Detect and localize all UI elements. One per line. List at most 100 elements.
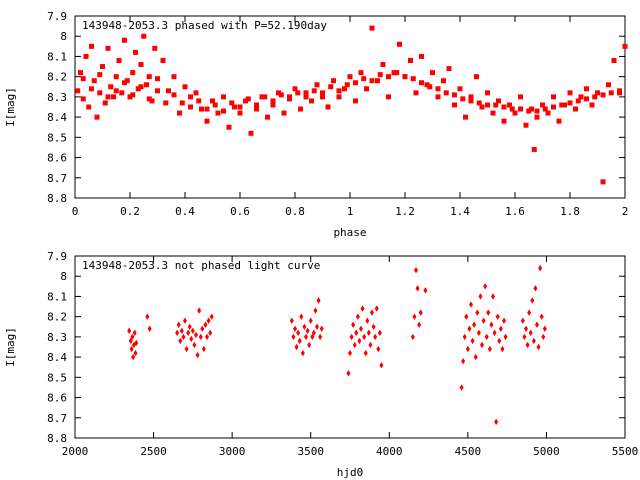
data-point (179, 327, 184, 335)
data-point (584, 96, 589, 102)
data-point (183, 317, 187, 324)
data-point (166, 88, 171, 94)
data-point (507, 102, 512, 108)
data-point (525, 341, 530, 349)
data-point (259, 94, 265, 100)
data-point (196, 98, 202, 104)
data-point (485, 90, 490, 96)
data-point (89, 43, 94, 49)
data-point (130, 70, 136, 76)
data-point (540, 102, 545, 108)
data-point (303, 90, 309, 96)
data-point (204, 118, 210, 124)
data-point (469, 301, 473, 308)
data-point (377, 72, 383, 78)
data-point (364, 86, 369, 92)
chart-title: 143948-2053.3 not phased light curve (82, 259, 320, 272)
data-point (97, 72, 103, 78)
data-point (355, 313, 360, 320)
y-tick-label: 8.8 (47, 432, 67, 445)
data-point (193, 90, 199, 96)
data-point (318, 333, 323, 341)
data-point (468, 98, 474, 104)
data-point (160, 57, 166, 63)
data-point (386, 94, 391, 100)
data-point (310, 333, 315, 341)
data-point (452, 102, 457, 108)
data-point (97, 90, 103, 96)
data-point (331, 78, 336, 84)
data-point (435, 86, 441, 92)
x-tick-label: 1.6 (505, 205, 525, 218)
y-tick-label: 8.6 (47, 152, 67, 165)
data-point (361, 76, 367, 82)
data-point (190, 327, 195, 335)
data-point (113, 74, 119, 80)
data-point (304, 333, 308, 341)
data-point (129, 345, 134, 353)
data-point (171, 92, 177, 98)
y-tick-label: 8.5 (47, 131, 67, 144)
data-point (353, 80, 358, 86)
data-point (135, 86, 141, 92)
data-point (524, 325, 528, 332)
data-point (178, 337, 183, 345)
data-point (530, 297, 535, 304)
data-point (497, 337, 502, 345)
unphased-light-curve-panel: 2000 2500 3000 3500 4000 4500 5000 5500 7.9 8 8.1 8… (4, 250, 638, 479)
data-point (357, 337, 362, 345)
data-point (189, 335, 194, 343)
data-point (127, 327, 132, 335)
data-point (175, 329, 180, 337)
data-point (509, 106, 515, 112)
data-point (423, 287, 428, 294)
data-point (128, 337, 133, 345)
data-point (315, 323, 319, 330)
data-point (464, 313, 469, 320)
data-point (380, 62, 386, 68)
data-point (122, 37, 127, 43)
data-point (358, 70, 364, 76)
data-point (472, 321, 477, 328)
data-point (171, 74, 177, 80)
data-point (292, 86, 298, 92)
y-tick-label: 8.5 (47, 371, 67, 384)
data-point (486, 309, 491, 316)
data-point (152, 45, 158, 51)
data-point (325, 104, 331, 110)
data-point (309, 98, 314, 104)
data-point (520, 317, 525, 324)
data-point (606, 82, 611, 88)
data-point (478, 293, 483, 300)
data-point (262, 94, 268, 100)
data-point (124, 78, 130, 84)
data-point (533, 285, 538, 292)
data-point (176, 321, 181, 328)
y-tick-label: 7.9 (47, 250, 67, 263)
data-point (181, 333, 186, 341)
data-point (592, 94, 598, 100)
data-point (203, 321, 208, 328)
y-tick-label: 8.2 (47, 311, 67, 324)
data-point (363, 349, 368, 357)
data-point (410, 76, 416, 82)
data-point (528, 329, 533, 337)
data-point (490, 110, 496, 116)
data-point (336, 94, 342, 100)
data-point (351, 321, 356, 328)
data-point (427, 84, 433, 90)
data-point (541, 333, 546, 341)
data-point (198, 333, 203, 341)
data-point (562, 102, 567, 108)
data-point (463, 114, 468, 120)
data-point (108, 84, 114, 90)
y-tick-label: 7.9 (47, 10, 67, 23)
x-tick-label: 3000 (219, 445, 246, 458)
data-point (417, 321, 422, 328)
data-point (371, 323, 376, 330)
data-point (408, 57, 413, 63)
data-point (209, 313, 214, 320)
data-point (320, 90, 325, 96)
data-point (146, 74, 152, 80)
data-point (132, 329, 137, 337)
